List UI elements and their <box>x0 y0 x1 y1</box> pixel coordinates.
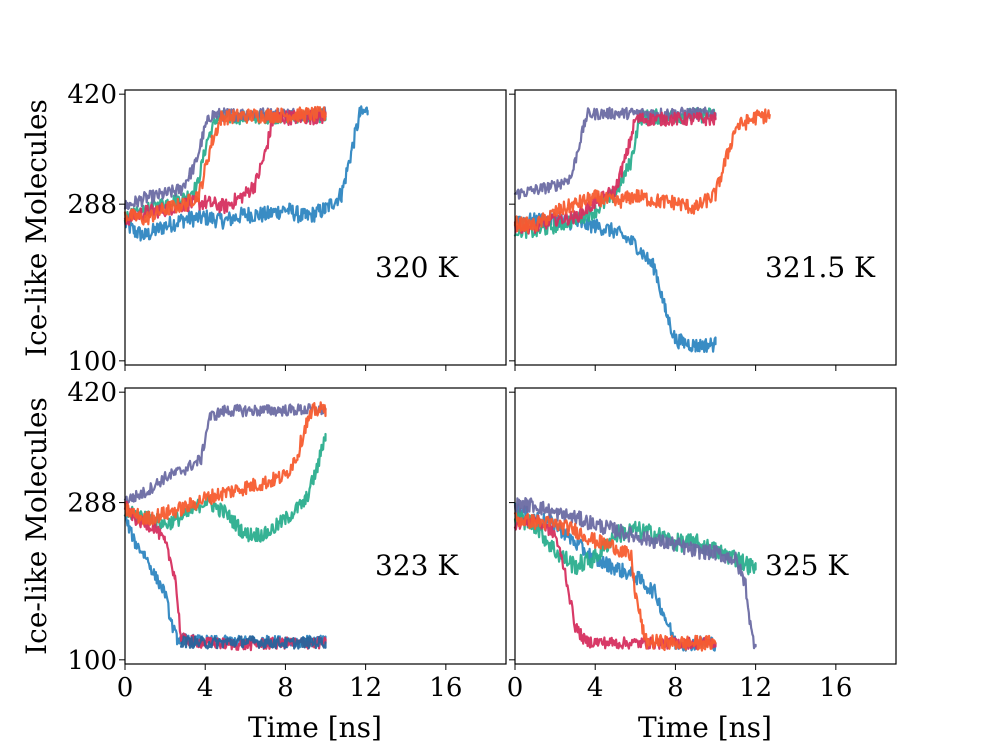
x-tick-label: 12 <box>349 673 382 703</box>
x-tick-label: 0 <box>117 673 134 703</box>
series-run-4 <box>123 500 327 652</box>
temperature-label: 321.5 K <box>765 251 876 284</box>
y-tick-label: 288 <box>67 190 117 220</box>
axes-frame <box>124 387 507 665</box>
series-run-3 <box>513 106 717 200</box>
series-run-5 <box>123 401 327 526</box>
y-axis-label-bottom: Ice-like Molecules <box>20 397 53 655</box>
panel-325K: 0 4 8 12 16 325 K <box>507 387 897 703</box>
axes-frame <box>514 387 897 665</box>
x-tick-label: 8 <box>667 673 684 703</box>
y-tick-label: 420 <box>67 80 117 110</box>
y-tick-label: 288 <box>67 489 117 519</box>
series-run-5 <box>123 105 327 226</box>
x-tick-label: 16 <box>429 673 462 703</box>
series-run-4 <box>123 108 327 226</box>
series-run-1 <box>123 514 327 649</box>
temperature-label: 323 K <box>375 549 459 582</box>
x-axis-label-right: Time [ns] <box>638 711 772 744</box>
series-run-3 <box>123 106 327 211</box>
series-run-5 <box>513 512 717 652</box>
axes-frame <box>124 89 507 366</box>
y-tick-label: 100 <box>67 347 117 377</box>
axes-frame <box>514 89 897 366</box>
temperature-label: 320 K <box>375 251 459 284</box>
panel-321.5K: 321.5 K <box>509 89 897 371</box>
series-run-3 <box>513 497 757 650</box>
series-run-5 <box>513 108 771 234</box>
x-tick-label: 8 <box>277 673 294 703</box>
series-run-4 <box>513 111 717 235</box>
y-tick-label: 420 <box>67 378 117 408</box>
x-tick-label: 0 <box>507 673 524 703</box>
temperature-label: 325 K <box>765 549 849 582</box>
x-axis-label-left: Time [ns] <box>248 711 382 744</box>
x-tick-label: 12 <box>739 673 772 703</box>
x-tick-label: 4 <box>587 673 604 703</box>
series-run-1 <box>123 105 369 242</box>
panel-323K: 0 4 8 12 16 100 288 420 323 K <box>67 378 507 703</box>
series-run-3 <box>123 403 327 506</box>
y-tick-label: 100 <box>67 646 117 676</box>
x-tick-label: 4 <box>197 673 214 703</box>
series-run-6 <box>180 635 327 650</box>
y-axis-label-top: Ice-like Molecules <box>20 99 53 357</box>
x-tick-label: 16 <box>819 673 852 703</box>
panel-320K: 100 288 420 320 K <box>67 80 507 377</box>
